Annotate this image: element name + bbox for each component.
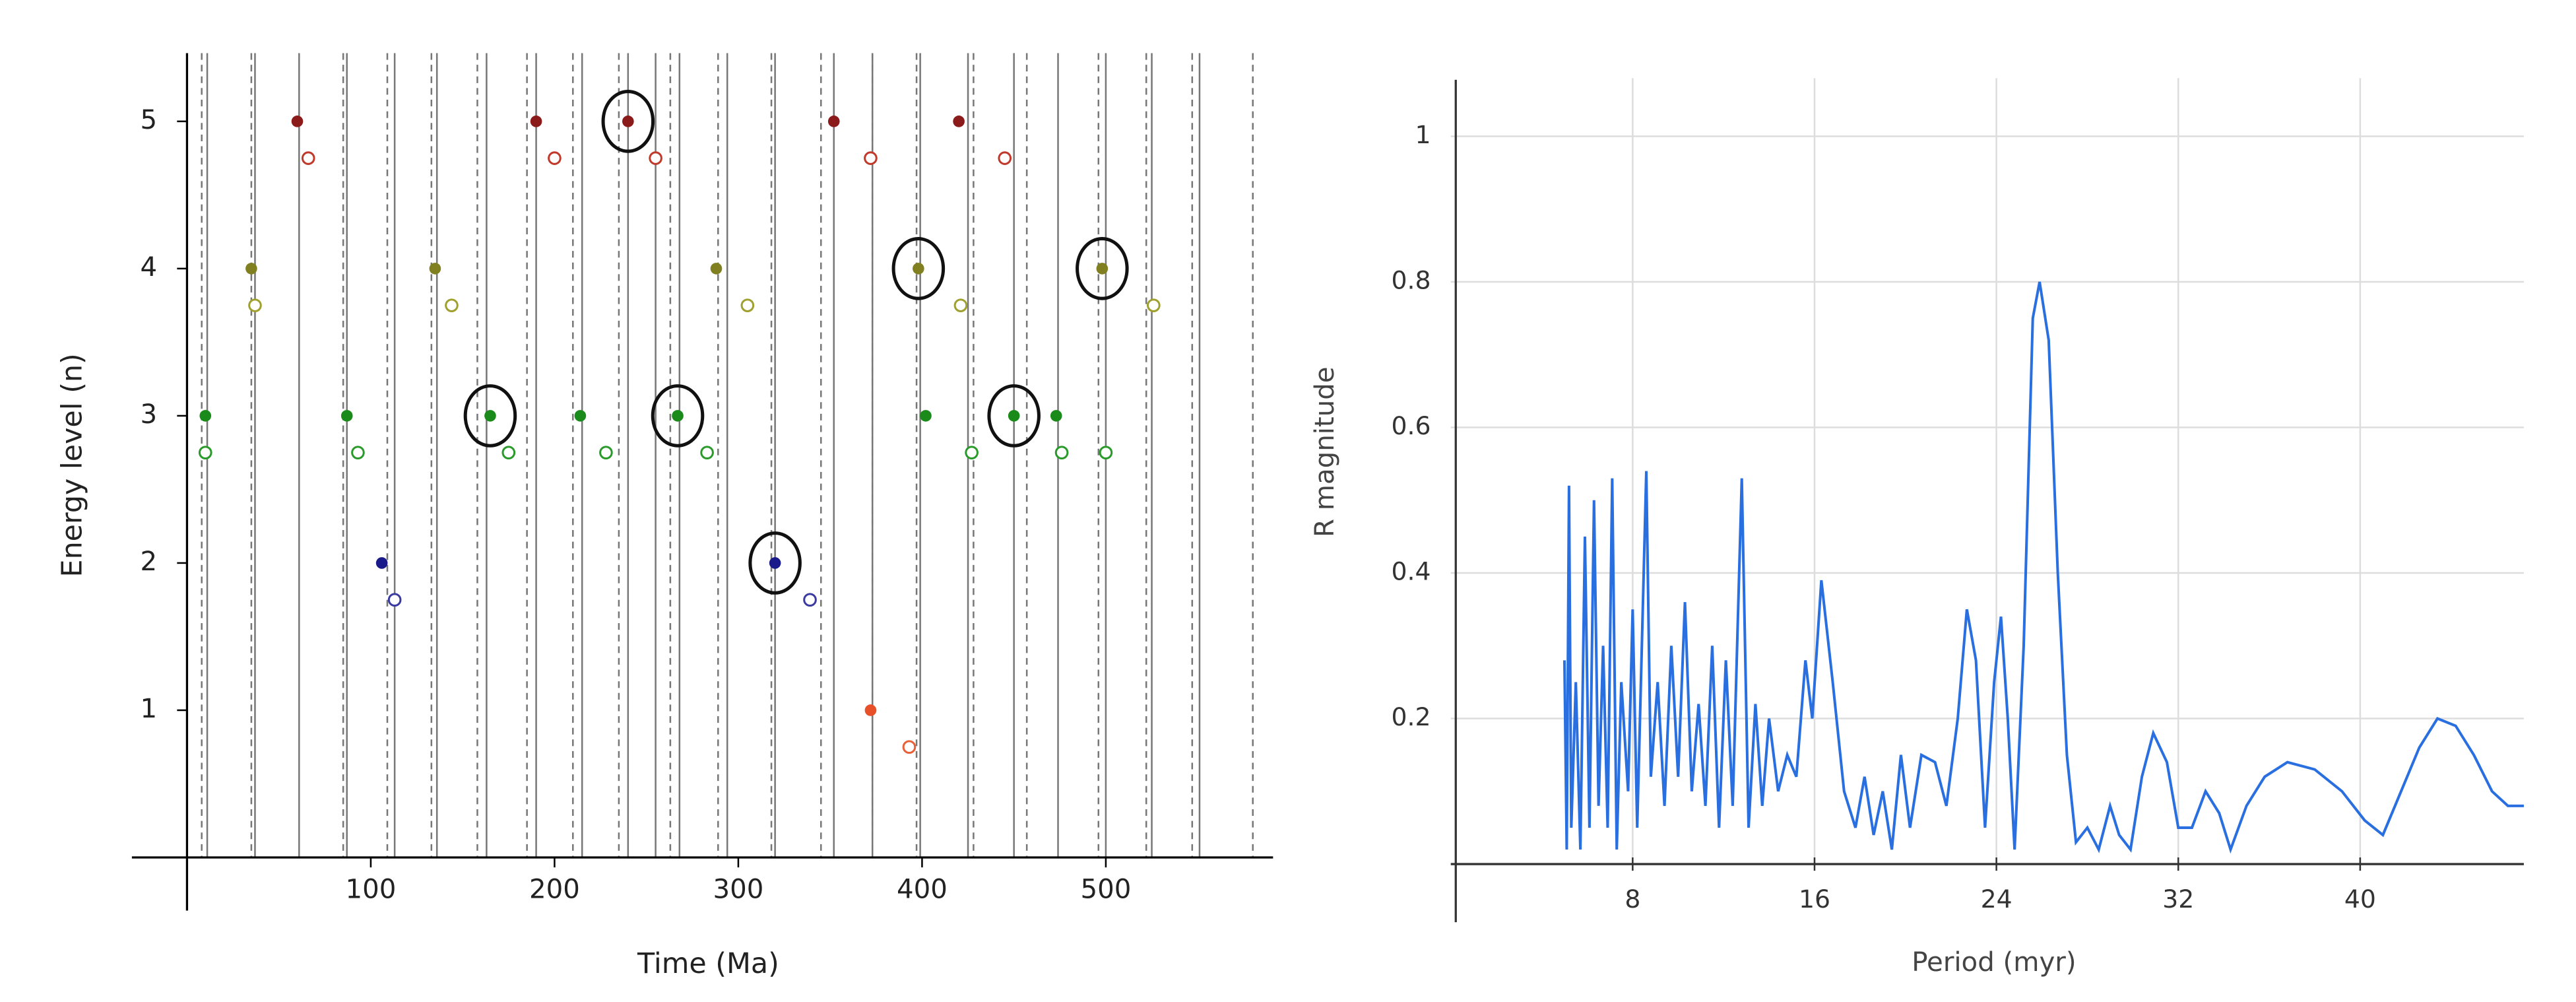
point [530, 116, 542, 127]
highlight-ring [651, 384, 705, 448]
point [1099, 446, 1113, 459]
point [429, 263, 441, 275]
point [387, 593, 402, 607]
y-tick-label: 0.6 [1391, 411, 1431, 440]
highlight-ring [987, 384, 1041, 448]
point [649, 151, 662, 165]
x-axis-label: Time (Ma) [637, 947, 779, 980]
point [548, 151, 562, 165]
point [700, 446, 714, 459]
point [1146, 298, 1161, 312]
x-tick-label: 40 [2344, 885, 2376, 914]
x-axis-label: Period (myr) [1912, 947, 2076, 978]
point [1008, 410, 1020, 422]
point [965, 446, 979, 459]
point [913, 263, 924, 275]
point [902, 740, 917, 754]
y-tick-label: 4 [140, 252, 157, 283]
point [574, 410, 587, 422]
point [827, 116, 840, 127]
point [920, 410, 932, 422]
point [953, 298, 968, 312]
point [710, 263, 723, 275]
highlight-ring [748, 531, 802, 595]
point [1054, 446, 1069, 459]
line [1562, 281, 2524, 854]
y-tick-label: 2 [140, 547, 157, 577]
point [1050, 410, 1062, 422]
point [864, 704, 877, 716]
point [375, 557, 388, 569]
point [769, 557, 781, 569]
y-axis-label: R magnitude [1310, 366, 1340, 537]
x-tick-label: 400 [897, 874, 948, 904]
highlight-ring [891, 237, 946, 300]
y-tick-label: 3 [140, 399, 157, 430]
x-tick-label: 32 [2162, 885, 2194, 914]
highlight-ring [463, 384, 517, 448]
x-tick-label: 500 [1080, 874, 1131, 904]
y-tick-label: 0.2 [1391, 702, 1431, 731]
y-tick-label: 0.8 [1391, 266, 1431, 295]
point [301, 151, 315, 165]
point [622, 116, 634, 127]
point [599, 446, 613, 459]
point [445, 298, 459, 312]
y-tick-label: 1 [140, 694, 157, 724]
point [740, 298, 755, 312]
x-tick-label: 200 [529, 874, 580, 904]
x-tick-label: 300 [713, 874, 763, 904]
y-tick-label: 5 [140, 105, 157, 135]
point [245, 263, 257, 275]
point [484, 410, 496, 422]
x-tick-label: 8 [1625, 885, 1640, 914]
x-tick-label: 24 [1981, 885, 2012, 914]
point [953, 116, 965, 127]
y-tick-label: 0.4 [1391, 557, 1431, 586]
highlight-ring [601, 90, 655, 153]
point [672, 410, 684, 422]
point [1096, 263, 1109, 275]
point [501, 446, 516, 459]
point [291, 116, 304, 127]
x-tick-label: 100 [345, 874, 396, 904]
point [340, 410, 353, 422]
point [248, 298, 262, 312]
point [351, 446, 365, 459]
point [198, 446, 212, 459]
point [864, 151, 878, 165]
point [998, 151, 1012, 165]
x-tick-label: 16 [1799, 885, 1830, 914]
y-tick-label: 1 [1415, 120, 1431, 149]
highlight-ring [1076, 237, 1129, 300]
point [803, 593, 817, 607]
point [199, 410, 212, 422]
y-axis-label: Energy level (n) [55, 353, 88, 577]
